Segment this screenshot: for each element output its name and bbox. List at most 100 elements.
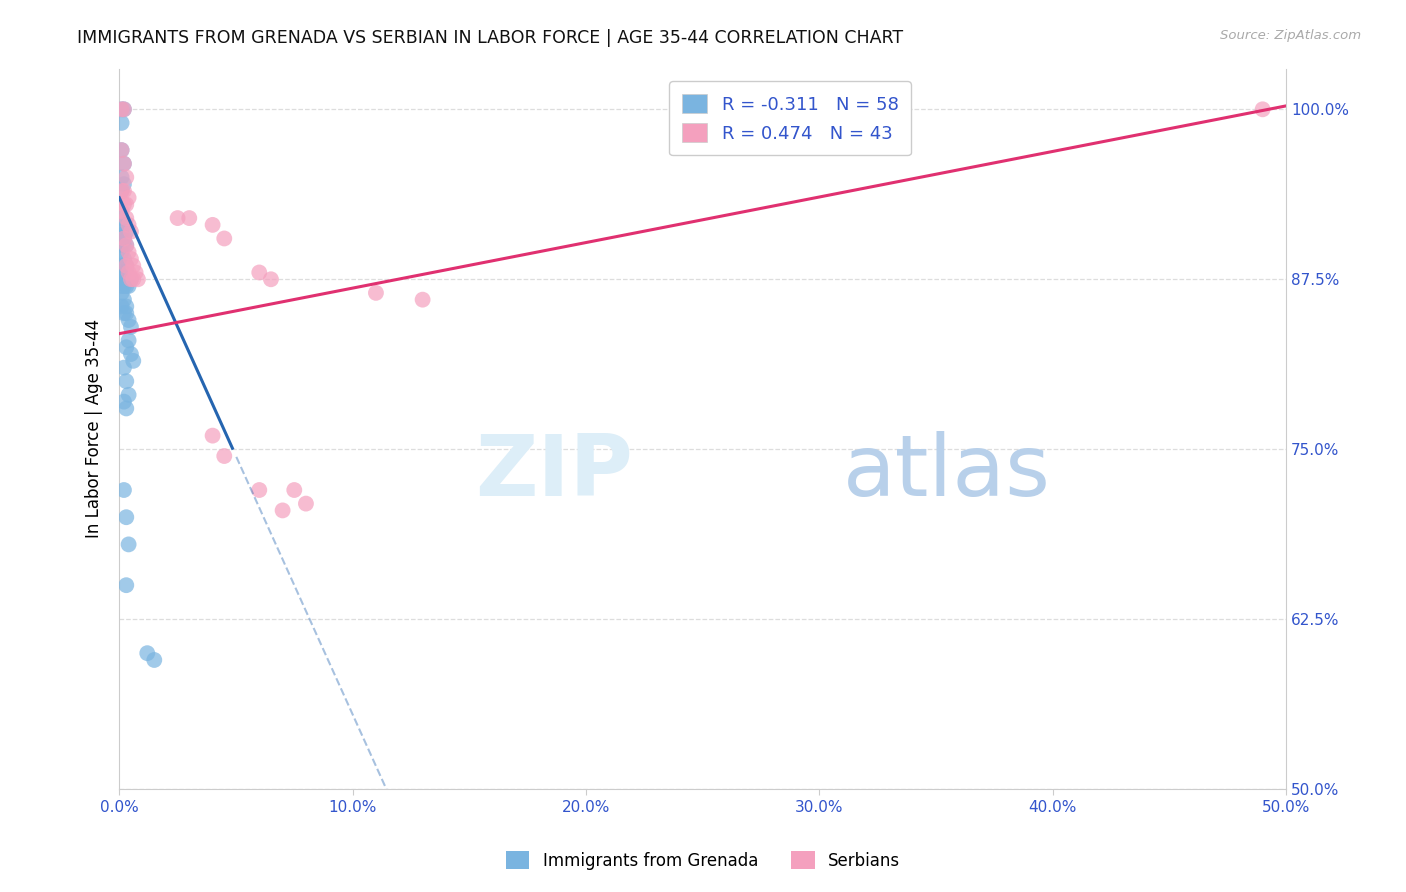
Point [110, 170, 132, 185]
Point [247, 265, 270, 279]
Point [115, 279, 138, 293]
Point [1251, 103, 1274, 117]
Point [110, 204, 132, 219]
Point [364, 285, 387, 300]
Point [117, 265, 139, 279]
Text: Source: ZipAtlas.com: Source: ZipAtlas.com [1220, 29, 1361, 42]
Point [115, 340, 138, 354]
Point [115, 300, 138, 314]
Point [112, 483, 135, 497]
Point [122, 259, 145, 273]
Point [115, 211, 138, 225]
Point [110, 184, 132, 198]
Point [110, 279, 132, 293]
Point [112, 360, 135, 375]
Point [115, 225, 138, 239]
Point [115, 170, 138, 185]
Point [120, 272, 142, 286]
Point [112, 231, 135, 245]
Point [110, 184, 132, 198]
Point [110, 238, 132, 252]
Point [115, 272, 138, 286]
Point [127, 272, 149, 286]
Point [117, 279, 139, 293]
Text: ZIP: ZIP [475, 431, 633, 514]
Text: IMMIGRANTS FROM GRENADA VS SERBIAN IN LABOR FORCE | AGE 35-44 CORRELATION CHART: IMMIGRANTS FROM GRENADA VS SERBIAN IN LA… [77, 29, 904, 46]
Point [110, 285, 132, 300]
Point [112, 279, 135, 293]
Point [110, 143, 132, 157]
Point [117, 272, 139, 286]
Point [260, 272, 283, 286]
Point [136, 646, 159, 660]
Point [112, 184, 135, 198]
Point [271, 503, 294, 517]
Point [166, 211, 188, 225]
Point [120, 319, 142, 334]
Point [295, 497, 318, 511]
Legend: Immigrants from Grenada, Serbians: Immigrants from Grenada, Serbians [499, 845, 907, 877]
Point [179, 211, 201, 225]
Point [110, 211, 132, 225]
Point [112, 157, 135, 171]
Point [112, 197, 135, 211]
Point [120, 252, 142, 266]
Point [117, 334, 139, 348]
Point [112, 265, 135, 279]
Point [110, 143, 132, 157]
Point [115, 306, 138, 320]
Point [110, 272, 132, 286]
Point [112, 177, 135, 191]
Point [412, 293, 434, 307]
Point [115, 374, 138, 388]
Point [115, 238, 138, 252]
Point [110, 103, 132, 117]
Point [112, 394, 135, 409]
Point [110, 259, 132, 273]
Point [117, 313, 139, 327]
Point [115, 259, 138, 273]
Text: atlas: atlas [842, 431, 1050, 514]
Point [112, 218, 135, 232]
Point [117, 218, 139, 232]
Point [115, 197, 138, 211]
Point [112, 103, 135, 117]
Point [124, 265, 146, 279]
Point [112, 272, 135, 286]
Point [110, 116, 132, 130]
Point [214, 449, 236, 463]
Point [120, 347, 142, 361]
Point [115, 238, 138, 252]
Point [115, 401, 138, 416]
Point [115, 510, 138, 524]
Point [110, 231, 132, 245]
Point [115, 578, 138, 592]
Legend: R = -0.311   N = 58, R = 0.474   N = 43: R = -0.311 N = 58, R = 0.474 N = 43 [669, 81, 911, 155]
Point [115, 265, 138, 279]
Point [120, 272, 142, 286]
Point [115, 259, 138, 273]
Point [110, 225, 132, 239]
Point [112, 238, 135, 252]
Point [117, 388, 139, 402]
Point [201, 218, 224, 232]
Point [112, 103, 135, 117]
Point [112, 293, 135, 307]
Point [112, 231, 135, 245]
Point [122, 354, 145, 368]
Point [120, 225, 142, 239]
Point [110, 103, 132, 117]
Point [110, 245, 132, 260]
Y-axis label: In Labor Force | Age 35-44: In Labor Force | Age 35-44 [86, 319, 103, 539]
Point [247, 483, 270, 497]
Point [112, 252, 135, 266]
Point [201, 428, 224, 442]
Point [283, 483, 305, 497]
Point [143, 653, 166, 667]
Point [117, 245, 139, 260]
Point [117, 537, 139, 551]
Point [112, 157, 135, 171]
Point [117, 191, 139, 205]
Point [214, 231, 236, 245]
Point [112, 306, 135, 320]
